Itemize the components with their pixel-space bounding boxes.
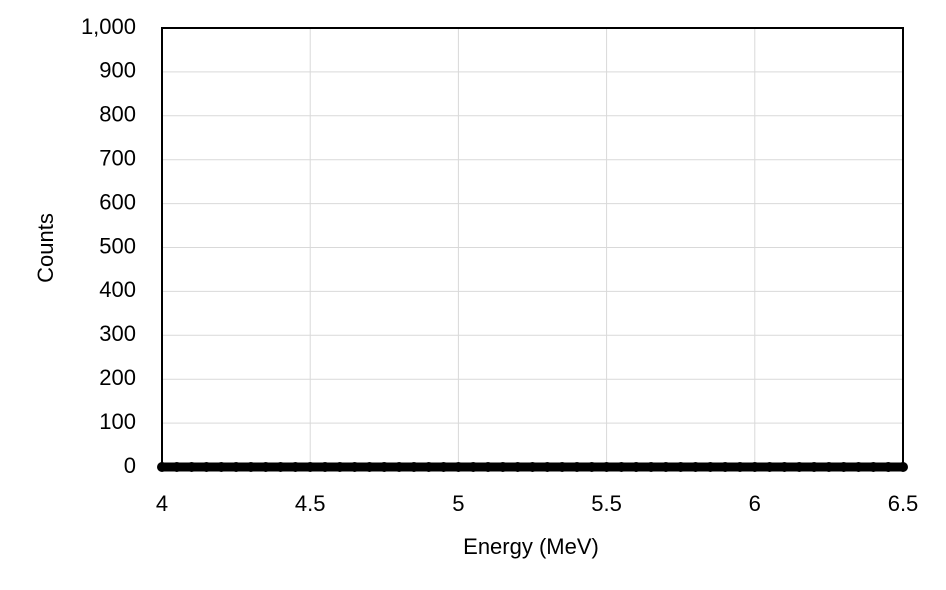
data-point bbox=[364, 462, 375, 472]
y-tick-label: 600 bbox=[99, 189, 136, 214]
data-point bbox=[275, 462, 286, 472]
y-axis-label: Counts bbox=[33, 213, 58, 283]
data-point bbox=[497, 462, 508, 472]
data-point bbox=[483, 462, 494, 472]
data-point bbox=[453, 462, 464, 472]
data-point bbox=[898, 462, 908, 472]
x-tick-label: 5.5 bbox=[591, 491, 622, 516]
data-point bbox=[334, 462, 345, 472]
data-point bbox=[660, 462, 671, 472]
y-tick-label: 700 bbox=[99, 146, 136, 171]
data-point bbox=[616, 462, 627, 472]
data-point bbox=[794, 462, 805, 472]
data-point bbox=[853, 462, 864, 472]
data-point bbox=[823, 462, 834, 472]
data-point bbox=[646, 462, 657, 472]
data-point bbox=[349, 462, 360, 472]
x-tick-label: 6 bbox=[749, 491, 761, 516]
y-tick-label: 1,000 bbox=[81, 14, 136, 39]
data-point bbox=[764, 462, 775, 472]
data-point bbox=[408, 462, 419, 472]
y-tick-label: 400 bbox=[99, 277, 136, 302]
y-tick-label: 900 bbox=[99, 58, 136, 83]
data-point bbox=[690, 462, 701, 472]
data-point bbox=[245, 462, 256, 472]
y-tick-label: 800 bbox=[99, 102, 136, 127]
x-tick-label: 4 bbox=[156, 491, 168, 516]
y-tick-label: 300 bbox=[99, 321, 136, 346]
y-tick-label: 200 bbox=[99, 365, 136, 390]
data-point bbox=[586, 462, 597, 472]
data-point bbox=[512, 462, 523, 472]
data-point bbox=[201, 462, 212, 472]
data-point bbox=[779, 462, 790, 472]
data-point bbox=[705, 462, 716, 472]
data-point bbox=[557, 462, 568, 472]
data-point bbox=[749, 462, 760, 472]
data-point bbox=[157, 462, 167, 472]
data-point bbox=[231, 462, 242, 472]
data-point bbox=[438, 462, 449, 472]
data-point bbox=[171, 462, 182, 472]
x-tick-label: 4.5 bbox=[295, 491, 326, 516]
data-point bbox=[468, 462, 479, 472]
data-point bbox=[186, 462, 197, 472]
data-point bbox=[305, 462, 316, 472]
data-point bbox=[290, 462, 301, 472]
data-point bbox=[809, 462, 820, 472]
x-tick-label: 5 bbox=[452, 491, 464, 516]
data-point bbox=[216, 462, 227, 472]
y-tick-label: 500 bbox=[99, 233, 136, 258]
y-tick-label: 100 bbox=[99, 409, 136, 434]
data-point bbox=[601, 462, 612, 472]
data-point bbox=[527, 462, 538, 472]
data-point bbox=[260, 462, 271, 472]
data-point bbox=[675, 462, 686, 472]
data-point bbox=[720, 462, 731, 472]
data-point bbox=[320, 462, 331, 472]
data-point bbox=[394, 462, 405, 472]
x-tick-label: 6.5 bbox=[888, 491, 919, 516]
data-point bbox=[868, 462, 879, 472]
y-tick-label: 0 bbox=[124, 453, 136, 478]
data-point bbox=[838, 462, 849, 472]
data-point bbox=[631, 462, 642, 472]
data-point bbox=[542, 462, 553, 472]
data-point bbox=[423, 462, 434, 472]
data-point bbox=[883, 462, 894, 472]
data-point bbox=[379, 462, 390, 472]
data-point bbox=[571, 462, 582, 472]
x-axis-label: Energy (MeV) bbox=[463, 534, 599, 559]
data-point bbox=[734, 462, 745, 472]
